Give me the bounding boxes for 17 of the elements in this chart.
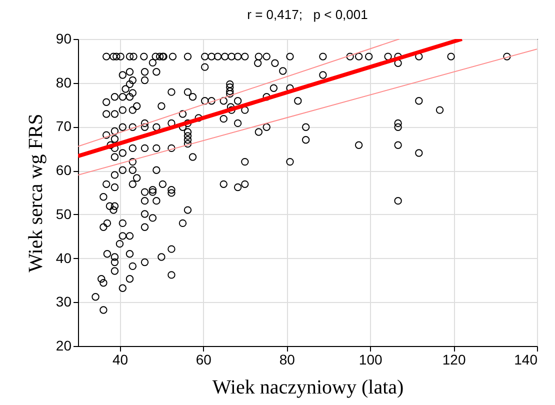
y-tick-label: 60: [56, 162, 72, 178]
y-tick-label: 50: [56, 206, 72, 222]
x-tick-label: 60: [196, 352, 212, 368]
y-tick-label: 80: [56, 74, 72, 90]
x-tick-label: 120: [442, 352, 466, 368]
chart-title: r = 0,417; p < 0,001: [247, 7, 368, 22]
y-tick-label: 30: [56, 294, 72, 310]
y-tick-label: 70: [56, 118, 72, 134]
x-tick-label: 100: [358, 352, 382, 368]
y-tick-label: 90: [56, 30, 72, 46]
x-tick-label: 40: [112, 352, 128, 368]
y-tick-label: 40: [56, 250, 72, 266]
x-tick-label: 80: [279, 352, 296, 368]
x-axis-title: Wiek naczyniowy (lata): [212, 376, 404, 398]
y-axis-title: Wiek serca wg FRS: [24, 114, 47, 272]
y-tick-label: 20: [56, 338, 72, 354]
x-tick-label: 140: [514, 352, 538, 368]
